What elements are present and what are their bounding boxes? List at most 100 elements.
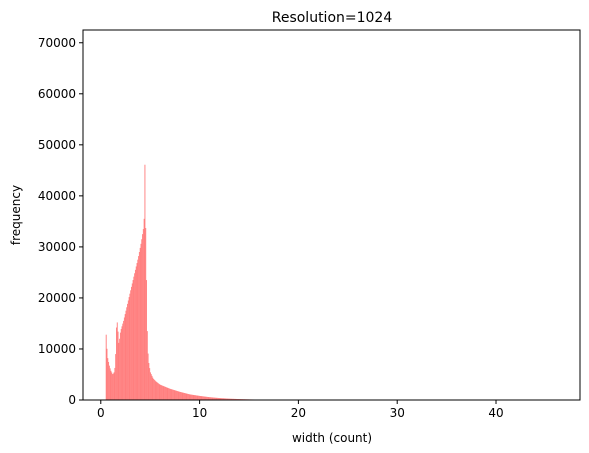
histogram-bar bbox=[209, 397, 211, 400]
histogram-bar bbox=[173, 390, 175, 400]
histogram-bar bbox=[119, 332, 121, 400]
histogram-bar bbox=[232, 398, 234, 400]
histogram-bar bbox=[197, 395, 199, 400]
histogram-bar bbox=[214, 397, 215, 400]
histogram-bar bbox=[110, 370, 112, 400]
histogram-bar bbox=[169, 388, 171, 400]
plot-area-frame bbox=[82, 29, 581, 401]
histogram-bar bbox=[142, 234, 144, 400]
histogram-bar bbox=[108, 361, 110, 400]
y-axis-ticks: 0 10000 20000 30000 40000 50000 60000 70000 bbox=[38, 36, 83, 407]
histogram-bar bbox=[185, 393, 187, 400]
histogram-bar bbox=[146, 331, 148, 400]
histogram-bar bbox=[221, 398, 223, 400]
histogram-bar bbox=[177, 391, 179, 400]
histogram-bar bbox=[164, 386, 166, 400]
histogram-bar bbox=[130, 290, 132, 400]
histogram-bar bbox=[217, 397, 219, 400]
histogram-bar bbox=[112, 374, 113, 400]
histogram-bar bbox=[147, 353, 149, 400]
histogram-bar bbox=[105, 334, 107, 400]
histogram-bar bbox=[123, 320, 125, 400]
histogram-bar bbox=[167, 387, 169, 400]
histogram-bar bbox=[108, 365, 110, 400]
histogram-bar bbox=[230, 398, 232, 400]
histogram-bar bbox=[181, 392, 183, 400]
histogram-bar bbox=[231, 398, 233, 400]
histogram-bar bbox=[214, 397, 216, 400]
histogram-bar bbox=[146, 280, 147, 400]
histogram-bar bbox=[137, 259, 139, 400]
histogram-bar bbox=[233, 398, 235, 400]
histogram-bar bbox=[211, 397, 213, 400]
histogram-bar bbox=[183, 392, 185, 400]
histogram-bar bbox=[196, 395, 198, 400]
histogram-bar bbox=[202, 396, 204, 400]
histogram-bar bbox=[171, 389, 173, 400]
histogram-bar bbox=[133, 276, 135, 400]
histogram-bar bbox=[139, 247, 141, 400]
histogram-bar bbox=[195, 395, 197, 400]
histogram-bar bbox=[170, 389, 172, 400]
histogram-bar bbox=[132, 280, 134, 400]
histogram-bar bbox=[172, 389, 174, 400]
histogram-bar bbox=[193, 395, 195, 400]
histogram-bar bbox=[201, 396, 203, 400]
histogram-bar bbox=[229, 398, 230, 400]
x-tick-label: 0 bbox=[97, 406, 105, 420]
histogram-bar bbox=[210, 397, 212, 400]
histogram-bars bbox=[105, 164, 269, 400]
histogram-bar bbox=[126, 307, 128, 400]
y-tick-label: 70000 bbox=[38, 36, 76, 50]
histogram-bar bbox=[152, 377, 154, 400]
histogram-bar bbox=[142, 229, 144, 400]
histogram-bar bbox=[157, 382, 159, 400]
histogram-bar bbox=[161, 385, 162, 400]
histogram-bar bbox=[191, 394, 193, 400]
histogram-bar bbox=[213, 397, 215, 400]
histogram-bar bbox=[151, 375, 153, 400]
histogram-bar bbox=[235, 398, 237, 400]
histogram-bar bbox=[224, 398, 226, 400]
histogram-bar bbox=[226, 398, 228, 400]
histogram-bar bbox=[183, 393, 185, 400]
histogram-bar bbox=[217, 397, 219, 400]
y-axis-label: frequency bbox=[9, 185, 23, 245]
histogram-bar bbox=[134, 269, 136, 400]
histogram-bar bbox=[166, 387, 168, 400]
x-tick-label: 20 bbox=[291, 406, 306, 420]
histogram-bar bbox=[198, 395, 200, 400]
histogram-bar bbox=[175, 390, 177, 400]
histogram-bar bbox=[191, 394, 193, 400]
histogram-bar bbox=[206, 396, 208, 400]
histogram-bar bbox=[216, 397, 218, 400]
histogram-bar bbox=[161, 385, 163, 400]
histogram-bar bbox=[187, 393, 189, 400]
histogram-bar bbox=[153, 378, 155, 400]
y-tick-label: 40000 bbox=[38, 189, 76, 203]
histogram-bar bbox=[157, 383, 159, 400]
histogram-bar bbox=[210, 397, 212, 400]
y-tick-label: 30000 bbox=[38, 240, 76, 254]
histogram-bar bbox=[131, 283, 133, 400]
histogram-bar bbox=[184, 393, 186, 400]
histogram-bar bbox=[124, 314, 126, 400]
histogram-bar bbox=[236, 398, 238, 400]
histogram-bar bbox=[208, 397, 210, 400]
histogram-bar bbox=[134, 273, 136, 400]
histogram-bar bbox=[156, 382, 158, 400]
histogram-bar bbox=[178, 391, 180, 400]
histogram-bar bbox=[122, 323, 124, 400]
histogram-bar bbox=[160, 384, 162, 400]
histogram-bar bbox=[221, 398, 223, 400]
histogram-bar bbox=[207, 397, 209, 400]
histogram-bar bbox=[225, 398, 227, 400]
histogram-bar bbox=[148, 363, 150, 400]
x-tick-label: 30 bbox=[390, 406, 405, 420]
histogram-bar bbox=[158, 383, 160, 400]
histogram-bar bbox=[180, 392, 182, 400]
histogram-bar bbox=[109, 368, 111, 400]
histogram-bar bbox=[200, 396, 202, 400]
histogram-bar bbox=[176, 391, 178, 400]
